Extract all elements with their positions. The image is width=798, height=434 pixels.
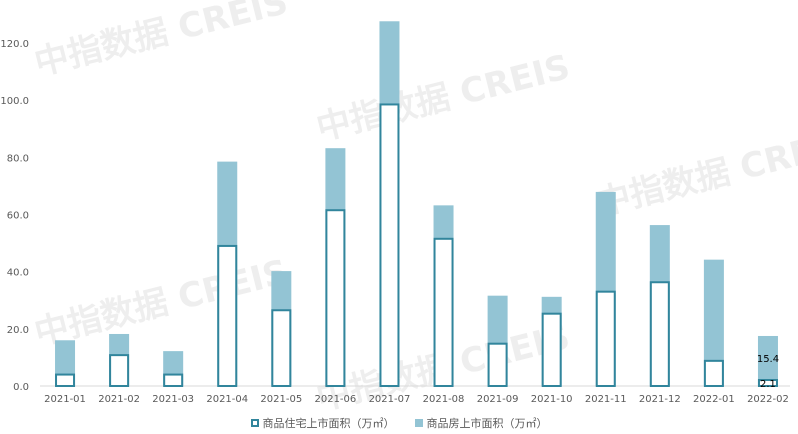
y-axis: 0.0 20.0 40.0 60.0 80.0 100.0 120.0 [0,39,29,393]
legend-item-residential: 商品住宅上市面积（万㎡） [250,415,395,431]
y-tick-label: 120.0 [0,39,29,50]
bars-layer [55,21,778,388]
watermark-text: 中指数据 CREIS [593,122,798,224]
x-tick-label: 2021-07 [369,394,411,405]
legend-label-commercial: 商品房上市面积（万㎡） [426,417,548,430]
bar-residential-2022-01 [703,359,724,388]
legend-swatch-residential [250,419,259,427]
bar-residential-2021-11 [595,290,616,387]
x-axis: 2021-01 2021-02 2021-03 2021-04 2021-05 2021-… [44,394,789,405]
bar-residential-2021-04 [217,244,238,387]
x-tick-label: 2022-02 [747,394,789,405]
bar-commercial-2022-01 [703,259,724,386]
data-labels-layer: 15.4 2.1 [757,354,779,390]
x-tick-label: 2021-03 [152,394,194,405]
x-tick-label: 2021-04 [206,394,248,405]
x-tick-label: 2022-01 [693,394,735,405]
bar-residential-2021-10 [541,312,562,388]
bar-residential-2021-07 [379,103,400,388]
bar-residential-2022-02 [757,378,778,387]
bar-residential-2021-06 [325,209,346,387]
x-tick-label: 2021-08 [423,394,465,405]
x-tick-label: 2021-01 [44,394,86,405]
x-tick-label: 2021-05 [260,394,302,405]
data-label: 15.4 [757,354,779,365]
bar-residential-2021-03 [163,373,184,388]
bar-residential-2021-01 [55,373,76,388]
x-tick-label: 2021-10 [531,394,573,405]
watermark-text: 中指数据 CREIS [313,47,574,149]
bar-commercial-2022-02 [757,335,778,386]
y-tick-label: 80.0 [7,153,29,164]
x-tick-label: 2021-11 [585,394,627,405]
bar-residential-2021-05 [271,309,292,388]
watermark-text: 中指数据 CREIS [31,252,292,354]
x-tick-label: 2021-02 [98,394,140,405]
y-tick-label: 20.0 [7,325,29,336]
legend: 商品住宅上市面积（万㎡） 商品房上市面积（万㎡） [0,414,798,432]
legend-item-commercial: 商品房上市面积（万㎡） [414,415,548,431]
legend-label-residential: 商品住宅上市面积（万㎡） [262,417,395,430]
y-tick-label: 60.0 [7,211,29,222]
legend-swatch-commercial [414,419,423,427]
x-tick-label: 2021-09 [477,394,519,405]
bar-residential-2021-09 [487,342,508,387]
x-tick-label: 2021-12 [639,394,681,405]
bar-residential-2021-12 [649,281,670,387]
bar-residential-2021-02 [109,354,130,388]
y-tick-label: 100.0 [0,96,29,107]
data-label: 2.1 [760,379,776,390]
y-tick-label: 40.0 [7,268,29,279]
x-tick-label: 2021-06 [314,394,356,405]
watermark-text: 中指数据 CREIS [31,0,292,84]
y-tick-label: 0.0 [13,382,29,393]
bar-residential-2021-08 [433,237,454,387]
